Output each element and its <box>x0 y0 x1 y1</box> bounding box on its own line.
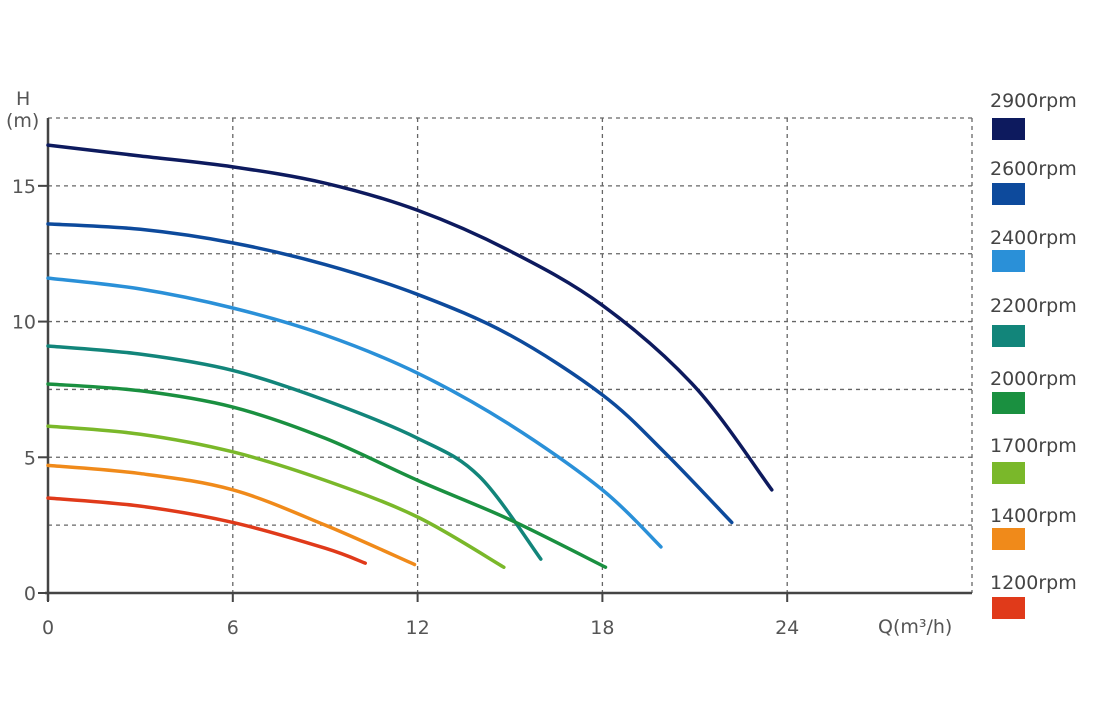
x-tick-label: 18 <box>590 617 614 639</box>
x-tick-label: 12 <box>406 617 430 639</box>
x-axis-label: Q(m³/h) <box>878 616 953 638</box>
legend-label: 2600rpm <box>990 158 1077 180</box>
curve-2600rpm <box>46 222 734 525</box>
legend-swatch <box>992 183 1025 205</box>
legend-swatch <box>992 250 1025 272</box>
legend-swatch <box>992 528 1025 550</box>
curve-2900rpm <box>46 143 774 492</box>
legend-label: 2000rpm <box>990 368 1077 390</box>
legend-label: 2900rpm <box>990 90 1077 112</box>
x-tick-label: 0 <box>42 617 54 639</box>
curve-1400rpm <box>46 463 417 567</box>
legend-swatch <box>992 392 1025 414</box>
y-tick-label: 10 <box>12 312 36 334</box>
y-tick-label: 15 <box>12 176 36 198</box>
legend-swatch <box>992 462 1025 484</box>
legend-label: 1400rpm <box>990 505 1077 527</box>
legend-swatch <box>992 325 1025 347</box>
curve-1200rpm <box>46 496 367 565</box>
curve-2400rpm <box>46 276 663 549</box>
y-tick-label: 5 <box>24 447 36 469</box>
x-tick-label: 6 <box>227 617 239 639</box>
curve-2000rpm <box>46 382 608 569</box>
legend-label: 1700rpm <box>990 435 1077 457</box>
legend-swatch <box>992 597 1025 619</box>
legend-swatch <box>992 118 1025 140</box>
curve-1700rpm <box>46 424 506 569</box>
y-tick-label: 0 <box>24 583 36 605</box>
legend-label: 2200rpm <box>990 295 1077 317</box>
legend-label: 2400rpm <box>990 227 1077 249</box>
y-axis-label-unit: (m) <box>6 110 40 132</box>
legend-label: 1200rpm <box>990 572 1077 594</box>
curve-2200rpm <box>46 344 543 561</box>
x-tick-label: 24 <box>775 617 799 639</box>
y-axis-label-h: H <box>16 88 31 110</box>
